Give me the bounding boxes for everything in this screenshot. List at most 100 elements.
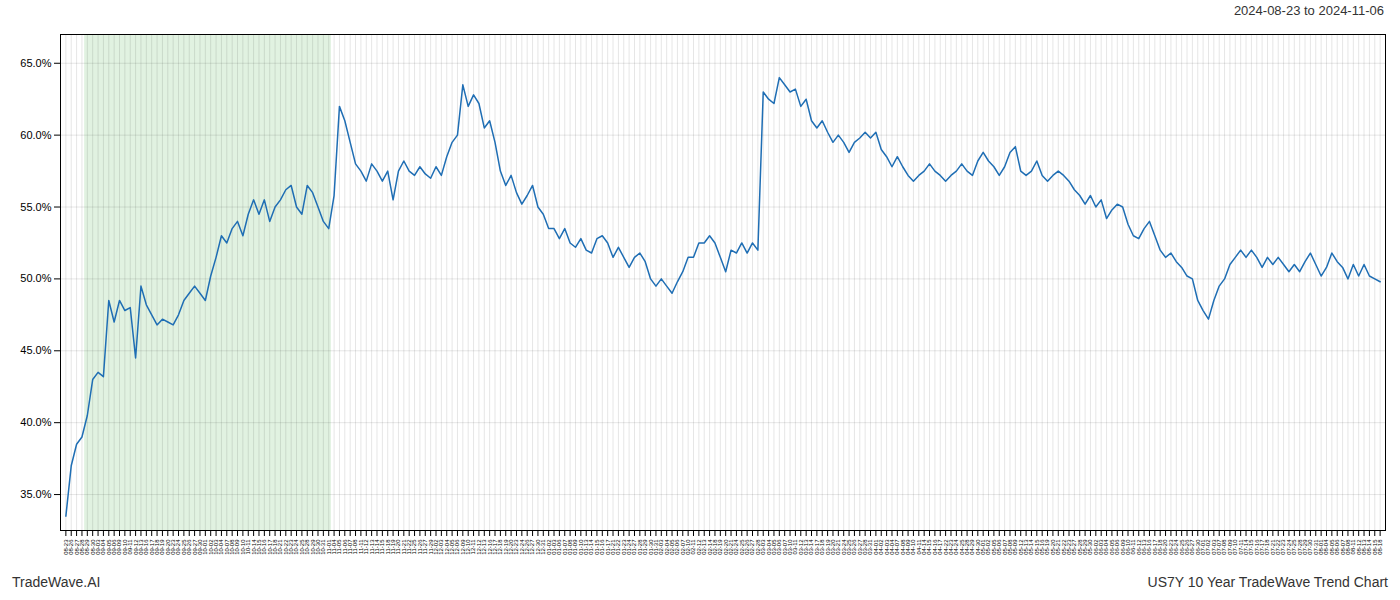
svg-text:10-21: 10-21 bbox=[277, 539, 284, 555]
svg-text:10-02: 10-02 bbox=[207, 539, 214, 555]
svg-text:11-11: 11-11 bbox=[357, 539, 364, 554]
svg-text:09-05: 09-05 bbox=[105, 539, 112, 555]
svg-text:10-07: 10-07 bbox=[223, 539, 230, 555]
svg-text:35.0%: 35.0% bbox=[20, 488, 51, 500]
svg-text:01-07: 01-07 bbox=[561, 539, 568, 555]
svg-text:12-02: 12-02 bbox=[432, 539, 439, 555]
svg-text:12-27: 12-27 bbox=[529, 539, 536, 555]
svg-text:10-29: 10-29 bbox=[309, 539, 316, 555]
svg-text:08-27: 08-27 bbox=[73, 539, 80, 555]
svg-text:09-13: 09-13 bbox=[137, 539, 144, 555]
svg-text:10-25: 10-25 bbox=[298, 539, 305, 555]
svg-text:08-28: 08-28 bbox=[78, 539, 85, 555]
svg-text:10-09: 10-09 bbox=[234, 539, 241, 555]
svg-text:08-18: 08-18 bbox=[1377, 539, 1383, 555]
svg-text:11-14: 11-14 bbox=[373, 539, 380, 555]
svg-text:10-11: 10-11 bbox=[245, 539, 252, 555]
svg-text:10-16: 10-16 bbox=[261, 539, 268, 555]
svg-text:10-01: 10-01 bbox=[202, 539, 209, 555]
html-text:US7Y 10 Year TradeWave Trend C: US7Y 10 Year TradeWave Trend Chart bbox=[1147, 574, 1388, 590]
svg-text:12-17: 12-17 bbox=[491, 539, 498, 555]
svg-text:11-27: 11-27 bbox=[422, 539, 429, 555]
svg-text:09-04: 09-04 bbox=[100, 539, 107, 555]
svg-text:01-10: 01-10 bbox=[577, 539, 584, 555]
svg-text:11-21: 11-21 bbox=[400, 539, 407, 555]
svg-text:09-10: 09-10 bbox=[121, 539, 128, 555]
svg-text:01-09: 01-09 bbox=[572, 539, 579, 555]
svg-text:11-07: 11-07 bbox=[347, 539, 354, 555]
html-text:TradeWave.AI: TradeWave.AI bbox=[12, 574, 101, 590]
svg-text:12-24: 12-24 bbox=[518, 539, 525, 555]
svg-text:12-10: 12-10 bbox=[465, 539, 472, 555]
svg-text:11-26: 11-26 bbox=[416, 539, 423, 555]
svg-text:12-23: 12-23 bbox=[513, 539, 520, 555]
svg-text:12-26: 12-26 bbox=[524, 539, 531, 555]
svg-text:12-09: 12-09 bbox=[459, 539, 466, 555]
svg-text:11-15: 11-15 bbox=[379, 539, 386, 555]
svg-text:09-09: 09-09 bbox=[116, 539, 123, 555]
svg-text:12-06: 12-06 bbox=[454, 539, 461, 555]
svg-text:09-24: 09-24 bbox=[175, 539, 182, 555]
svg-text:11-01: 11-01 bbox=[325, 539, 332, 555]
svg-text:11-08: 11-08 bbox=[352, 539, 359, 555]
svg-text:08-30: 08-30 bbox=[89, 539, 96, 555]
svg-text:01-03: 01-03 bbox=[550, 539, 557, 555]
svg-text:09-12: 09-12 bbox=[132, 539, 139, 555]
svg-text:12-04: 12-04 bbox=[443, 539, 450, 555]
svg-text:45.0%: 45.0% bbox=[20, 344, 51, 356]
svg-text:11-25: 11-25 bbox=[411, 539, 418, 555]
svg-text:10-04: 10-04 bbox=[218, 539, 225, 555]
svg-text:11-13: 11-13 bbox=[368, 539, 375, 555]
svg-text:01-13: 01-13 bbox=[583, 539, 590, 555]
svg-text:09-20: 09-20 bbox=[164, 539, 171, 555]
svg-text:10-17: 10-17 bbox=[266, 539, 273, 555]
svg-text:10-31: 10-31 bbox=[320, 539, 327, 555]
svg-text:11-18: 11-18 bbox=[384, 539, 391, 555]
svg-text:12-31: 12-31 bbox=[540, 539, 547, 555]
svg-text:10-14: 10-14 bbox=[250, 539, 257, 555]
svg-text:09-11: 09-11 bbox=[127, 539, 134, 555]
svg-text:10-30: 10-30 bbox=[314, 539, 321, 555]
svg-text:09-27: 09-27 bbox=[191, 539, 198, 555]
svg-text:12-11: 12-11 bbox=[470, 539, 477, 555]
svg-text:10-24: 10-24 bbox=[293, 539, 300, 555]
svg-text:11-05: 11-05 bbox=[336, 539, 343, 555]
svg-text:12-19: 12-19 bbox=[502, 539, 509, 555]
svg-text:10-15: 10-15 bbox=[255, 539, 262, 555]
svg-text:09-25: 09-25 bbox=[180, 539, 187, 555]
svg-text:12-03: 12-03 bbox=[438, 539, 445, 555]
svg-text:09-26: 09-26 bbox=[186, 539, 193, 555]
svg-text:12-18: 12-18 bbox=[497, 539, 504, 555]
svg-text:08-23: 08-23 bbox=[62, 539, 69, 555]
svg-text:55.0%: 55.0% bbox=[20, 201, 51, 213]
svg-text:11-20: 11-20 bbox=[395, 539, 402, 555]
svg-text:11-22: 11-22 bbox=[406, 539, 413, 555]
svg-text:01-02: 01-02 bbox=[545, 539, 552, 555]
svg-text:12-13: 12-13 bbox=[481, 539, 488, 555]
svg-text:09-16: 09-16 bbox=[143, 539, 150, 555]
svg-text:12-12: 12-12 bbox=[475, 539, 482, 555]
svg-text:11-12: 11-12 bbox=[363, 539, 370, 555]
svg-text:50.0%: 50.0% bbox=[20, 272, 51, 284]
svg-text:11-29: 11-29 bbox=[427, 539, 434, 555]
svg-text:65.0%: 65.0% bbox=[20, 57, 51, 69]
svg-text:09-06: 09-06 bbox=[111, 539, 118, 555]
svg-text:12-30: 12-30 bbox=[534, 539, 541, 555]
svg-text:08-29: 08-29 bbox=[84, 539, 91, 555]
svg-text:10-23: 10-23 bbox=[288, 539, 295, 555]
svg-text:60.0%: 60.0% bbox=[20, 129, 51, 141]
svg-text:10-28: 10-28 bbox=[304, 539, 311, 555]
svg-text:09-30: 09-30 bbox=[196, 539, 203, 555]
svg-text:09-23: 09-23 bbox=[170, 539, 177, 555]
svg-text:12-16: 12-16 bbox=[486, 539, 493, 555]
svg-text:40.0%: 40.0% bbox=[20, 416, 51, 428]
svg-text:09-17: 09-17 bbox=[148, 539, 155, 555]
svg-text:10-10: 10-10 bbox=[239, 539, 246, 555]
svg-text:09-19: 09-19 bbox=[159, 539, 166, 555]
svg-text:10-22: 10-22 bbox=[282, 539, 289, 555]
svg-text:01-06: 01-06 bbox=[556, 539, 563, 555]
svg-text:11-06: 11-06 bbox=[341, 539, 348, 555]
svg-text:08-26: 08-26 bbox=[68, 539, 75, 555]
svg-text:10-08: 10-08 bbox=[229, 539, 236, 555]
html-text:2024-08-23 to 2024-11-06: 2024-08-23 to 2024-11-06 bbox=[1233, 3, 1384, 18]
